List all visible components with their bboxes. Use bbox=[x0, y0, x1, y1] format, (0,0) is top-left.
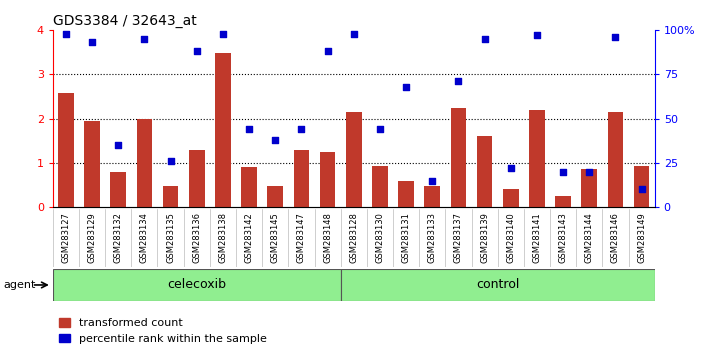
Bar bbox=[425, 186, 440, 207]
Bar bbox=[241, 167, 257, 207]
Point bbox=[244, 126, 255, 132]
Bar bbox=[529, 110, 545, 207]
Text: GSM283133: GSM283133 bbox=[428, 212, 436, 263]
Point bbox=[61, 31, 72, 36]
Text: GSM283147: GSM283147 bbox=[297, 212, 306, 263]
Point bbox=[401, 84, 412, 90]
Point bbox=[87, 40, 98, 45]
Legend: transformed count, percentile rank within the sample: transformed count, percentile rank withi… bbox=[55, 314, 272, 348]
Text: GSM283145: GSM283145 bbox=[271, 212, 279, 263]
Text: GSM283143: GSM283143 bbox=[558, 212, 567, 263]
Point bbox=[270, 137, 281, 143]
Point bbox=[348, 31, 360, 36]
Text: GSM283129: GSM283129 bbox=[87, 212, 96, 263]
Bar bbox=[268, 186, 283, 207]
Text: GSM283130: GSM283130 bbox=[375, 212, 384, 263]
Point bbox=[505, 165, 517, 171]
FancyBboxPatch shape bbox=[341, 269, 655, 301]
Point bbox=[113, 142, 124, 148]
Bar bbox=[294, 149, 309, 207]
Bar bbox=[137, 119, 152, 207]
Text: GSM283141: GSM283141 bbox=[532, 212, 541, 263]
Bar bbox=[555, 196, 571, 207]
Point bbox=[165, 158, 176, 164]
Text: GSM283127: GSM283127 bbox=[61, 212, 70, 263]
Text: GSM283148: GSM283148 bbox=[323, 212, 332, 263]
Point bbox=[636, 187, 647, 192]
Text: GSM283140: GSM283140 bbox=[506, 212, 515, 263]
Text: GSM283134: GSM283134 bbox=[140, 212, 149, 263]
Text: GSM283132: GSM283132 bbox=[114, 212, 122, 263]
FancyBboxPatch shape bbox=[53, 269, 341, 301]
Bar bbox=[346, 112, 362, 207]
Point bbox=[139, 36, 150, 42]
Point bbox=[532, 33, 543, 38]
Point bbox=[322, 48, 333, 54]
Point bbox=[191, 48, 202, 54]
Bar bbox=[189, 149, 205, 207]
Bar bbox=[451, 108, 466, 207]
Bar bbox=[477, 136, 493, 207]
Point bbox=[558, 169, 569, 175]
Bar bbox=[503, 189, 519, 207]
Text: GSM283149: GSM283149 bbox=[637, 212, 646, 263]
Bar bbox=[58, 93, 74, 207]
Point bbox=[296, 126, 307, 132]
Point bbox=[427, 178, 438, 183]
Bar bbox=[582, 170, 597, 207]
Bar bbox=[84, 121, 100, 207]
Bar bbox=[634, 166, 650, 207]
Text: GDS3384 / 32643_at: GDS3384 / 32643_at bbox=[53, 14, 196, 28]
Bar bbox=[608, 112, 623, 207]
Point bbox=[218, 31, 229, 36]
Text: GSM283136: GSM283136 bbox=[192, 212, 201, 263]
Text: GSM283131: GSM283131 bbox=[401, 212, 410, 263]
Text: GSM283138: GSM283138 bbox=[218, 212, 227, 263]
Point bbox=[479, 36, 490, 42]
Text: GSM283142: GSM283142 bbox=[244, 212, 253, 263]
Bar bbox=[320, 152, 335, 207]
Text: agent: agent bbox=[4, 280, 36, 290]
Point bbox=[610, 34, 621, 40]
Bar bbox=[398, 181, 414, 207]
Bar bbox=[111, 172, 126, 207]
Point bbox=[584, 169, 595, 175]
Text: GSM283146: GSM283146 bbox=[611, 212, 620, 263]
Text: celecoxib: celecoxib bbox=[168, 279, 226, 291]
Bar bbox=[163, 186, 178, 207]
Point bbox=[375, 126, 386, 132]
Point bbox=[453, 79, 464, 84]
Text: GSM283137: GSM283137 bbox=[454, 212, 463, 263]
Text: control: control bbox=[476, 279, 520, 291]
Text: GSM283144: GSM283144 bbox=[585, 212, 593, 263]
Text: GSM283135: GSM283135 bbox=[166, 212, 175, 263]
Text: GSM283139: GSM283139 bbox=[480, 212, 489, 263]
Bar bbox=[215, 53, 231, 207]
Bar bbox=[372, 166, 388, 207]
Text: GSM283128: GSM283128 bbox=[349, 212, 358, 263]
